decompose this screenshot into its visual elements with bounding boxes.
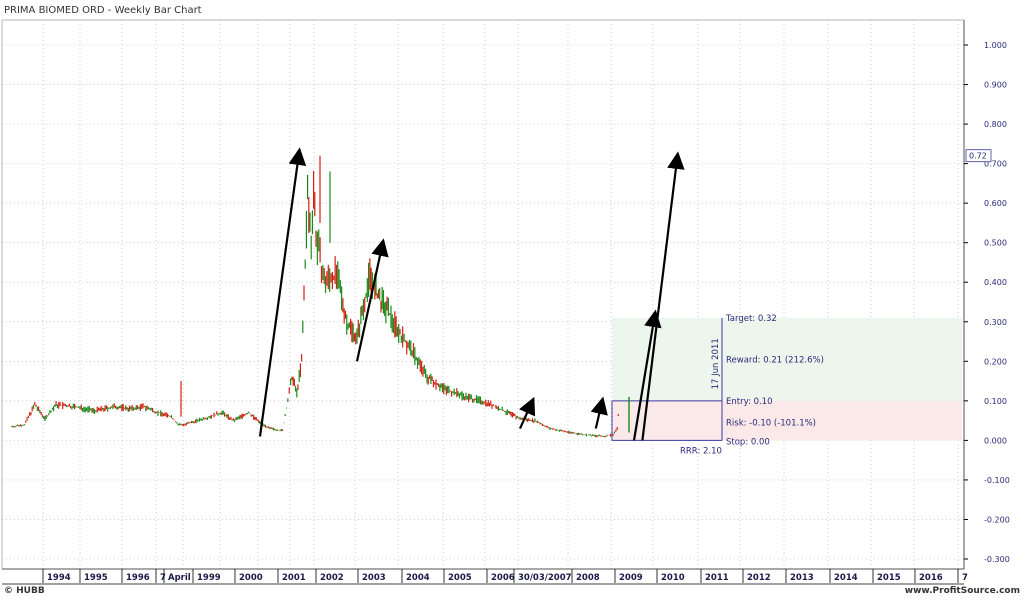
x-tick-label: 2003 — [362, 573, 386, 583]
x-tick-label: 7 — [160, 573, 166, 583]
x-tick-label: 1999 — [197, 573, 221, 583]
trade-date-label: 17 Jun 2011 — [711, 338, 721, 389]
x-tick-label: April — [168, 573, 191, 583]
target-label: Target: 0.32 — [725, 314, 777, 324]
trend-arrow — [641, 151, 685, 441]
footer-copyright: © HUBB — [4, 586, 45, 596]
x-tick-label: 2000 — [239, 573, 263, 583]
x-tick-label: 2015 — [877, 573, 901, 583]
last-price-label: 0.72 — [969, 152, 987, 161]
y-tick-label: -0.200 — [984, 515, 1010, 524]
last-price-box — [965, 149, 992, 163]
stop-label: Stop: 0.00 — [726, 437, 770, 447]
price-bars-layer — [11, 155, 630, 438]
chart-title: PRIMA BIOMED ORD - Weekly Bar Chart — [4, 5, 202, 16]
trend-arrow — [355, 238, 389, 362]
trend-arrow — [518, 396, 536, 429]
trade-box-layer: Target: 0.32 Reward: 0.21 (212.6%) Entry: … — [611, 314, 962, 456]
y-tick-label: 0.500 — [984, 239, 1007, 248]
y-tick-label: -0.300 — [984, 555, 1010, 564]
y-tick-label: 0.700 — [984, 160, 1007, 169]
y-tick-label: 0.900 — [984, 81, 1007, 90]
x-tick-label: 2009 — [619, 573, 643, 583]
trend-arrow — [258, 147, 307, 437]
reward-zone — [612, 317, 962, 401]
y-tick-label: 0.100 — [984, 397, 1007, 406]
rrr-label: RRR: 2.10 — [680, 446, 722, 456]
y-tick-label: 0.600 — [984, 199, 1007, 208]
plot-frame — [1, 19, 965, 570]
x-tick-label: 1994 — [47, 573, 71, 583]
y-tick-label: 0.200 — [984, 357, 1007, 366]
y-tick-label: -0.100 — [984, 476, 1010, 485]
risk-zone — [612, 400, 962, 441]
y-tick-label: 1.000 — [984, 41, 1007, 50]
x-tick-label: 7 — [962, 573, 968, 583]
grid-layer — [2, 20, 964, 569]
x-tick-label: 2013 — [790, 573, 814, 583]
x-tick-label: 30/03/2007 — [518, 573, 572, 583]
x-tick-label: 2016 — [919, 573, 943, 583]
x-tick-label: 2004 — [406, 573, 430, 583]
trend-arrow — [590, 396, 608, 429]
x-tick-label: 1996 — [126, 573, 150, 583]
entry-label: Entry: 0.10 — [726, 397, 773, 407]
x-tick-label: 2012 — [747, 573, 771, 583]
axis-layer: 1.000 0.900 0.800 0.700 0.600 0.500 0.400 0.300… — [1, 19, 1010, 585]
trend-arrow — [632, 309, 662, 441]
x-tick-label: 2006 — [491, 573, 515, 583]
y-tick-label: 0.000 — [984, 436, 1007, 445]
y-tick-label: 0.800 — [984, 120, 1007, 129]
x-tick-label: 2011 — [705, 573, 729, 583]
x-tick-label: 1995 — [84, 573, 108, 583]
x-tick-label: 2005 — [448, 573, 472, 583]
reward-label: Reward: 0.21 (212.6%) — [726, 355, 824, 365]
y-tick-label: 0.400 — [984, 278, 1007, 287]
y-tick-label: 0.300 — [984, 318, 1007, 327]
x-tick-label: 2010 — [661, 573, 685, 583]
risk-label: Risk: -0.10 (-101.1%) — [726, 419, 816, 429]
x-tick-label: 2008 — [576, 573, 600, 583]
x-tick-label: 2014 — [834, 573, 858, 583]
x-tick-label: 2002 — [320, 573, 344, 583]
footer-website: www.ProfitSource.com — [905, 586, 1020, 596]
x-tick-label: 2001 — [282, 573, 306, 583]
arrow-layer — [258, 147, 685, 441]
